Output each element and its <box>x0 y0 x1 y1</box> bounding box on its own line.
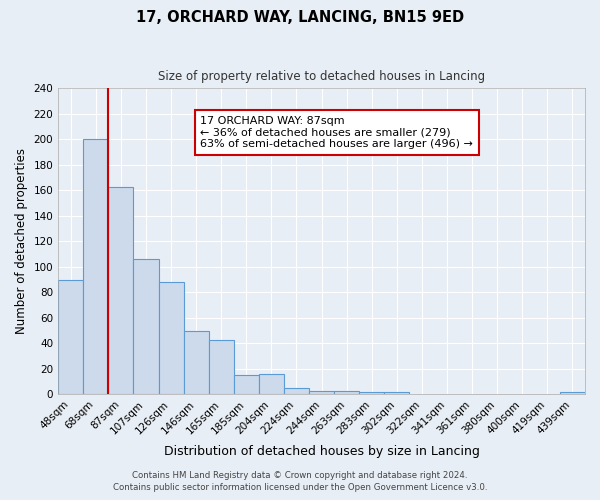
Bar <box>359 392 385 394</box>
Bar <box>334 390 359 394</box>
Bar <box>109 186 133 394</box>
Bar <box>259 374 284 394</box>
Bar <box>133 259 158 394</box>
Bar <box>284 388 309 394</box>
Text: Contains HM Land Registry data © Crown copyright and database right 2024.
Contai: Contains HM Land Registry data © Crown c… <box>113 471 487 492</box>
Bar <box>309 390 334 394</box>
Bar <box>83 140 109 394</box>
X-axis label: Distribution of detached houses by size in Lancing: Distribution of detached houses by size … <box>164 444 479 458</box>
Title: Size of property relative to detached houses in Lancing: Size of property relative to detached ho… <box>158 70 485 83</box>
Bar <box>560 392 585 394</box>
Bar <box>158 282 184 395</box>
Bar <box>58 280 83 394</box>
Text: 17, ORCHARD WAY, LANCING, BN15 9ED: 17, ORCHARD WAY, LANCING, BN15 9ED <box>136 10 464 25</box>
Text: 17 ORCHARD WAY: 87sqm
← 36% of detached houses are smaller (279)
63% of semi-det: 17 ORCHARD WAY: 87sqm ← 36% of detached … <box>200 116 473 149</box>
Bar <box>234 376 259 394</box>
Bar <box>209 340 234 394</box>
Y-axis label: Number of detached properties: Number of detached properties <box>15 148 28 334</box>
Bar <box>184 330 209 394</box>
Bar <box>385 392 409 394</box>
